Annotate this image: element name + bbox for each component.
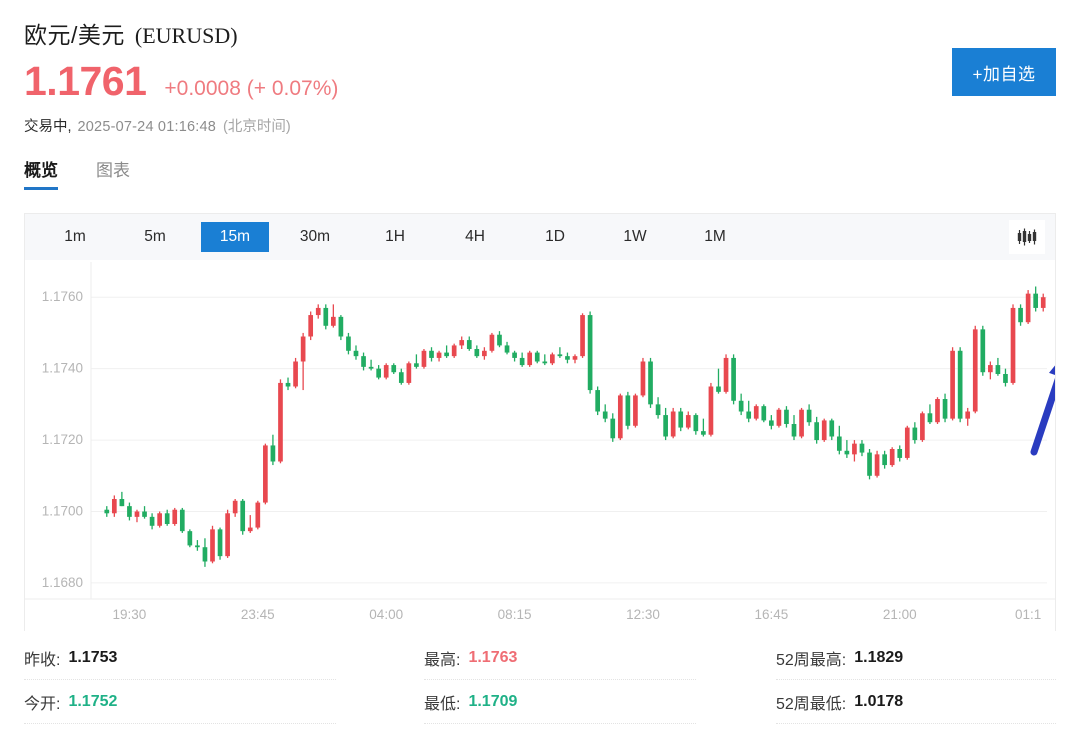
tab-overview[interactable]: 概览	[24, 156, 58, 190]
candlestick-icon[interactable]	[1009, 220, 1045, 254]
timeframe-1M[interactable]: 1M	[704, 228, 726, 245]
stat-value: 1.1709	[468, 692, 518, 710]
timeframe-4h[interactable]: 4H	[465, 228, 485, 245]
trend-arrow-annotation	[1030, 365, 1055, 456]
stat-low: 最低: 1.1709	[424, 680, 696, 724]
timeframe-15m[interactable]: 15m	[201, 222, 269, 252]
stat-prev-close: 昨收: 1.1753	[24, 636, 336, 680]
stat-label: 最高:	[424, 651, 461, 669]
svg-text:04:00: 04:00	[369, 607, 403, 622]
timeframe-1m[interactable]: 1m	[64, 228, 86, 245]
price-change: +0.0008 (+ 0.07%)	[164, 77, 339, 100]
chart-card: 1m 5m 15m 30m 1H 4H 1D 1W 1M	[24, 213, 1056, 631]
stat-label: 今开:	[24, 695, 61, 713]
add-to-watchlist-button[interactable]: +加自选	[952, 48, 1056, 96]
svg-text:01:1: 01:1	[1015, 607, 1041, 622]
svg-text:19:30: 19:30	[113, 607, 147, 622]
stat-label: 昨收:	[24, 651, 61, 669]
instrument-symbol: (EURUSD)	[134, 23, 238, 48]
svg-text:1.1680: 1.1680	[42, 575, 83, 590]
stat-value: 1.1829	[854, 648, 904, 666]
timeframe-selector: 1m 5m 15m 30m 1H 4H 1D 1W 1M	[25, 214, 1055, 260]
instrument-title: 欧元/美元 (EURUSD)	[24, 16, 1056, 50]
stat-label: 52周最低:	[776, 695, 847, 713]
status-badge: 交易中,	[24, 119, 72, 135]
timeframe-1h[interactable]: 1H	[385, 228, 405, 245]
stat-column-3: 52周最高: 1.1829 52周最低: 1.0178	[720, 636, 1080, 724]
svg-text:08:15: 08:15	[498, 607, 532, 622]
stat-52w-low: 52周最低: 1.0178	[776, 680, 1056, 724]
page-title: 欧元/美元	[24, 22, 125, 48]
stat-value: 1.1752	[68, 692, 118, 710]
timeframe-30m[interactable]: 30m	[299, 228, 331, 245]
stat-column-2: 最高: 1.1763 最低: 1.1709	[360, 636, 720, 724]
svg-text:21:00: 21:00	[883, 607, 917, 622]
svg-text:1.1760: 1.1760	[42, 289, 83, 304]
stat-52w-high: 52周最高: 1.1829	[776, 636, 1056, 680]
stat-label: 52周最高:	[776, 651, 847, 669]
tab-charts[interactable]: 图表	[96, 161, 130, 180]
candlestick-chart[interactable]: 1.1760 1.1740 1.1720 1.1700 1.1680 19:30 23:45…	[25, 260, 1055, 631]
section-tabs: 概览 图表	[0, 156, 1080, 190]
svg-text:16:45: 16:45	[754, 607, 788, 622]
page-header: 欧元/美元 (EURUSD) 1.1761 +0.0008 (+ 0.07%) …	[0, 0, 1080, 136]
chart-svg: 1.1760 1.1740 1.1720 1.1700 1.1680 19:30 23:45…	[25, 262, 1055, 622]
stat-value: 1.1763	[468, 648, 518, 666]
stat-value: 1.0178	[854, 692, 904, 710]
timeframe-1d[interactable]: 1D	[545, 228, 565, 245]
svg-text:23:45: 23:45	[241, 607, 275, 622]
svg-text:12:30: 12:30	[626, 607, 660, 622]
price-block: 1.1761 +0.0008 (+ 0.07%)	[24, 58, 1056, 105]
stat-open: 今开: 1.1752	[24, 680, 336, 724]
stat-label: 最低:	[424, 695, 461, 713]
stat-column-1: 昨收: 1.1753 今开: 1.1752	[0, 636, 360, 724]
current-price: 1.1761	[24, 58, 147, 104]
svg-text:1.1720: 1.1720	[42, 432, 83, 447]
svg-text:1.1700: 1.1700	[42, 504, 83, 519]
stat-value: 1.1753	[68, 648, 118, 666]
stat-high: 最高: 1.1763	[424, 636, 696, 680]
quote-timestamp: 2025-07-24 01:16:48	[77, 119, 216, 135]
timeframe-1w[interactable]: 1W	[623, 228, 647, 245]
timezone-label: (北京时间)	[222, 119, 291, 135]
market-status-row: 交易中, 2025-07-24 01:16:48 (北京时间)	[24, 115, 1056, 136]
svg-text:1.1740: 1.1740	[42, 361, 83, 376]
timeframe-5m[interactable]: 5m	[144, 228, 166, 245]
key-statistics: 昨收: 1.1753 今开: 1.1752 最高: 1.1763 最低: 1.1…	[0, 636, 1080, 724]
